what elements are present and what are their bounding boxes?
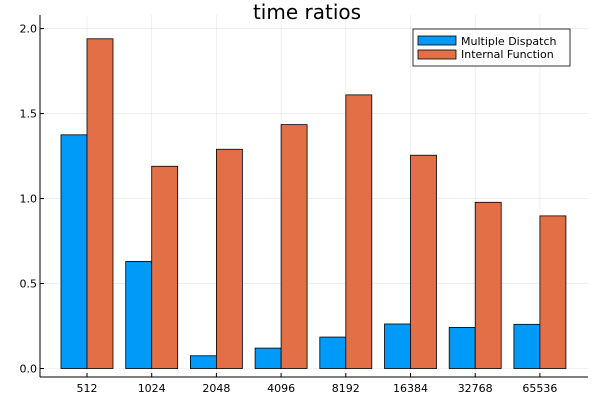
bar-multiple-dispatch-16384	[384, 323, 411, 369]
bar-internal-function-2048	[215, 148, 243, 369]
bar-multiple-dispatch-512	[60, 134, 88, 369]
x-tick-label: 8192	[332, 382, 360, 395]
y-tick-label: 0.0	[20, 363, 38, 376]
bar-multiple-dispatch-32768	[448, 326, 476, 369]
bar-multiple-dispatch-8192	[319, 336, 347, 369]
x-tick-label: 512	[77, 382, 98, 395]
legend-swatch-internal-function	[417, 49, 457, 60]
x-tick-label: 1024	[138, 382, 166, 395]
chart-title: time ratios	[253, 0, 361, 24]
bar-multiple-dispatch-2048	[189, 355, 217, 369]
legend-label-multiple-dispatch: Multiple Dispatch	[461, 35, 557, 48]
bar-internal-function-4096	[280, 124, 308, 369]
x-tick-label: 32768	[458, 382, 493, 395]
bar-multiple-dispatch-4096	[254, 347, 282, 369]
legend-label-internal-function: Internal Function	[461, 48, 554, 61]
bar-internal-function-65536	[539, 215, 567, 369]
legend-box	[412, 28, 571, 67]
bar-internal-function-1024	[151, 165, 179, 369]
bar-internal-function-512	[86, 38, 114, 369]
bar-multiple-dispatch-65536	[513, 323, 541, 369]
bar-multiple-dispatch-1024	[125, 261, 153, 369]
bars	[60, 38, 567, 369]
grid-lines	[40, 15, 588, 377]
legend: Multiple Dispatch Internal Function	[412, 28, 571, 67]
axes	[39, 15, 588, 378]
legend-swatch-multiple-dispatch	[417, 35, 457, 46]
y-tick-label: 1.0	[20, 193, 38, 206]
y-tick-label: 0.5	[20, 278, 38, 291]
tick-labels: 0.0 0.5 1.0 1.5 2.0 512 1024 2048 4096 8192 16384 3…	[20, 23, 558, 395]
bar-internal-function-8192	[345, 94, 373, 369]
bar-internal-function-16384	[410, 154, 437, 369]
x-tick-label: 65536	[522, 382, 557, 395]
bar-internal-function-32768	[474, 201, 502, 369]
x-tick-label: 4096	[267, 382, 295, 395]
x-tick-label: 16384	[393, 382, 428, 395]
y-tick-label: 1.5	[20, 108, 38, 121]
y-tick-label: 2.0	[20, 23, 38, 36]
x-tick-label: 2048	[202, 382, 230, 395]
